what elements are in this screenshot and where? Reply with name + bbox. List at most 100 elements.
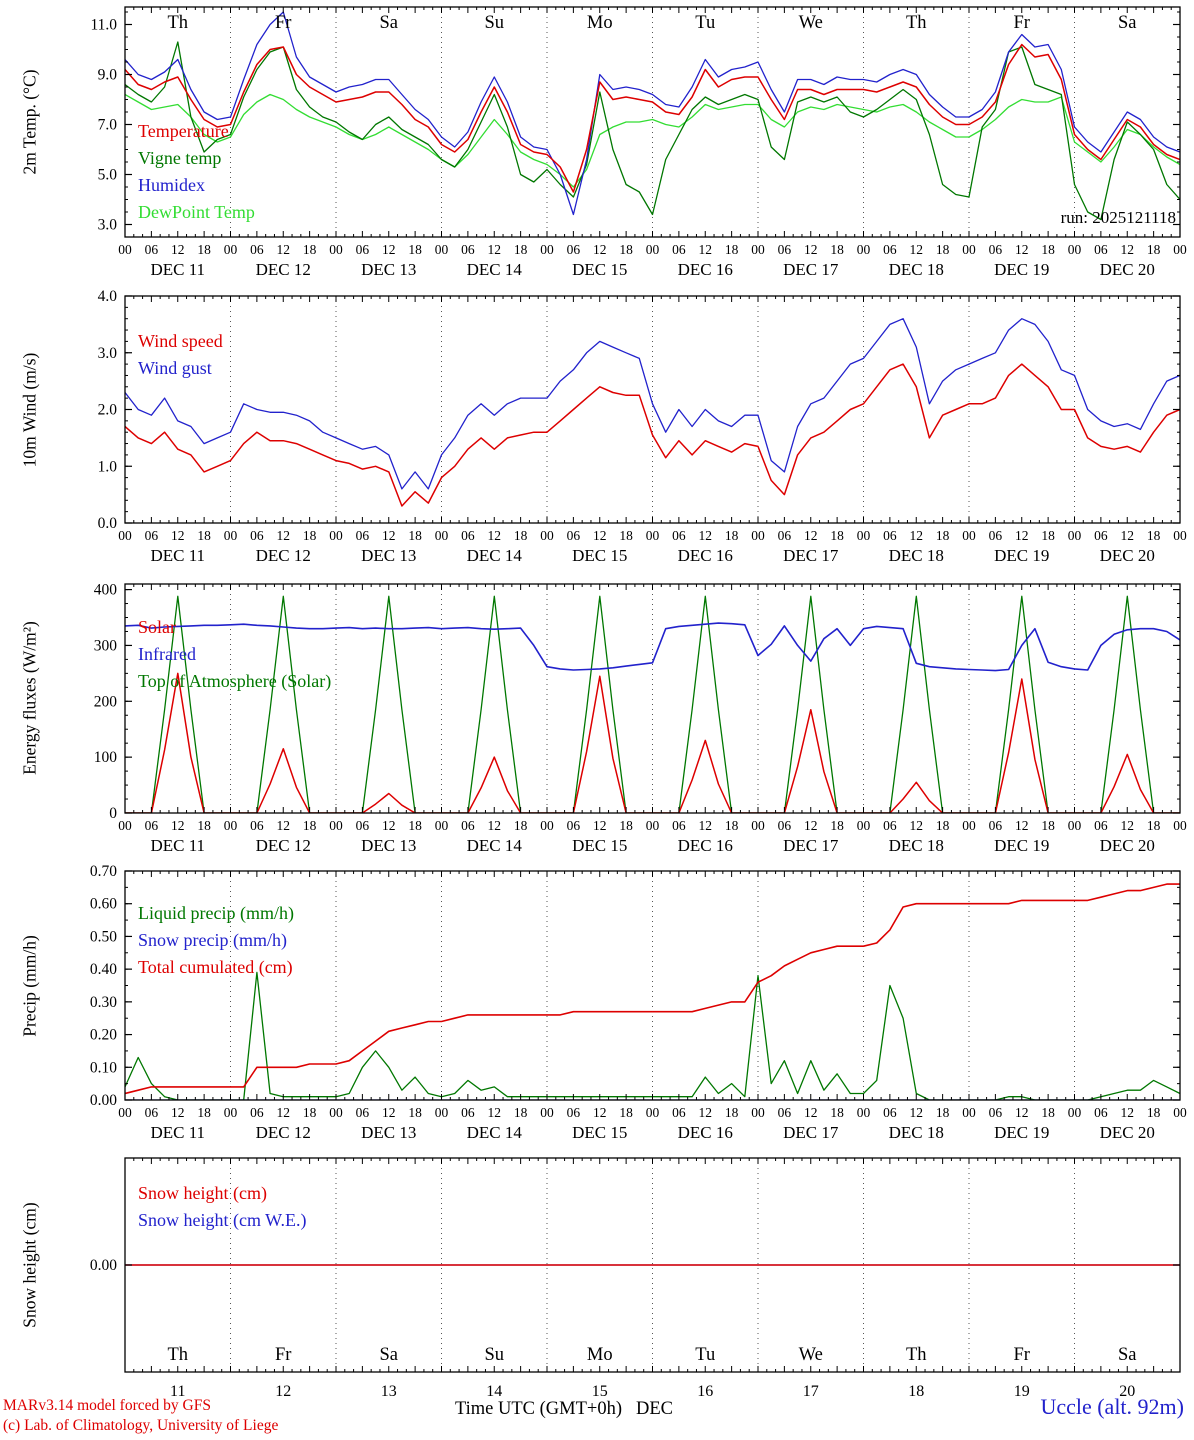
svg-text:06: 06 bbox=[250, 242, 264, 257]
svg-text:00: 00 bbox=[118, 242, 132, 257]
svg-text:00: 00 bbox=[646, 242, 660, 257]
svg-text:00: 00 bbox=[224, 528, 238, 543]
svg-text:12: 12 bbox=[910, 818, 924, 833]
svg-text:13: 13 bbox=[381, 1383, 397, 1400]
svg-text:00: 00 bbox=[962, 528, 976, 543]
svg-text:DEC 16: DEC 16 bbox=[678, 1123, 733, 1142]
svg-text:DEC 19: DEC 19 bbox=[994, 1123, 1049, 1142]
svg-text:DEC 11: DEC 11 bbox=[150, 546, 205, 565]
svg-text:Mo: Mo bbox=[587, 1345, 613, 1365]
svg-text:18: 18 bbox=[303, 528, 317, 543]
svg-text:06: 06 bbox=[250, 1105, 264, 1120]
svg-text:20: 20 bbox=[1119, 1383, 1135, 1400]
svg-text:Su: Su bbox=[484, 1345, 504, 1365]
svg-text:18: 18 bbox=[1147, 242, 1161, 257]
svg-text:00: 00 bbox=[1173, 818, 1187, 833]
svg-text:5.0: 5.0 bbox=[98, 167, 118, 184]
svg-text:12: 12 bbox=[382, 528, 396, 543]
svg-text:DEC 11: DEC 11 bbox=[150, 260, 205, 279]
svg-text:18: 18 bbox=[303, 818, 317, 833]
svg-text:Tu: Tu bbox=[695, 13, 715, 33]
svg-text:DEC 17: DEC 17 bbox=[783, 260, 839, 279]
svg-text:DEC 18: DEC 18 bbox=[889, 836, 944, 855]
y-axis-title-energy: Energy fluxes (W/m²) bbox=[19, 621, 40, 775]
svg-text:12: 12 bbox=[910, 242, 924, 257]
svg-text:DEC 15: DEC 15 bbox=[572, 836, 627, 855]
svg-text:12: 12 bbox=[382, 1105, 396, 1120]
svg-text:12: 12 bbox=[804, 1105, 818, 1120]
svg-text:12: 12 bbox=[1121, 818, 1135, 833]
svg-text:18: 18 bbox=[514, 818, 528, 833]
svg-text:Fr: Fr bbox=[1014, 13, 1030, 33]
svg-text:DEC 20: DEC 20 bbox=[1100, 546, 1155, 565]
svg-text:06: 06 bbox=[356, 528, 370, 543]
svg-text:DEC 17: DEC 17 bbox=[783, 1123, 839, 1142]
svg-text:06: 06 bbox=[461, 818, 475, 833]
svg-text:12: 12 bbox=[277, 528, 291, 543]
svg-text:00: 00 bbox=[435, 528, 449, 543]
svg-text:17: 17 bbox=[803, 1383, 819, 1400]
svg-text:18: 18 bbox=[1041, 528, 1055, 543]
svg-text:18: 18 bbox=[514, 1105, 528, 1120]
svg-text:0.30: 0.30 bbox=[90, 994, 117, 1011]
svg-text:18: 18 bbox=[725, 528, 739, 543]
svg-text:06: 06 bbox=[461, 1105, 475, 1120]
svg-text:00: 00 bbox=[857, 528, 871, 543]
y-axis-title-wind: 10m Wind (m/s) bbox=[19, 352, 40, 468]
svg-text:18: 18 bbox=[936, 242, 950, 257]
x-axis-title: Time UTC (GMT+0h) DEC bbox=[455, 1399, 673, 1420]
svg-text:DEC 16: DEC 16 bbox=[678, 260, 733, 279]
panel-wind: 00 06 12 18 00 06 12 18 00 06 12 18 00 06 12 18 00 06 12 18… bbox=[98, 288, 1187, 565]
month-label: DEC bbox=[636, 1399, 674, 1419]
svg-text:Th: Th bbox=[167, 13, 188, 33]
svg-text:DEC 12: DEC 12 bbox=[256, 836, 311, 855]
snow-legend: Snow height (cm) Snow height (cm W.E.) bbox=[138, 1180, 307, 1234]
svg-text:12: 12 bbox=[699, 1105, 713, 1120]
svg-text:18: 18 bbox=[197, 242, 211, 257]
svg-text:00: 00 bbox=[1173, 1105, 1187, 1120]
svg-text:12: 12 bbox=[699, 818, 713, 833]
svg-text:00: 00 bbox=[1068, 242, 1082, 257]
svg-text:12: 12 bbox=[382, 242, 396, 257]
temperature-line bbox=[125, 43, 1180, 193]
svg-text:18: 18 bbox=[830, 528, 844, 543]
svg-text:200: 200 bbox=[94, 693, 118, 710]
svg-text:06: 06 bbox=[356, 818, 370, 833]
svg-text:00: 00 bbox=[857, 1105, 871, 1120]
svg-text:12: 12 bbox=[1121, 528, 1135, 543]
svg-text:14: 14 bbox=[486, 1383, 502, 1400]
legend-liquid-precip: Liquid precip (mm/h) bbox=[138, 903, 294, 923]
svg-text:DEC 20: DEC 20 bbox=[1100, 260, 1155, 279]
svg-text:18: 18 bbox=[408, 242, 422, 257]
svg-text:06: 06 bbox=[989, 528, 1003, 543]
legend-temperature: Temperature bbox=[138, 121, 229, 141]
svg-text:400: 400 bbox=[94, 582, 118, 599]
svg-text:06: 06 bbox=[461, 242, 475, 257]
svg-text:18: 18 bbox=[303, 242, 317, 257]
svg-text:18: 18 bbox=[1041, 242, 1055, 257]
svg-text:Fr: Fr bbox=[275, 13, 291, 33]
svg-text:06: 06 bbox=[883, 1105, 897, 1120]
legend-dewpoint: DewPoint Temp bbox=[138, 202, 255, 222]
temp-legend: Temperature Vigne temp Humidex DewPoint … bbox=[138, 118, 255, 226]
svg-text:DEC 17: DEC 17 bbox=[783, 546, 839, 565]
legend-snow-precip: Snow precip (mm/h) bbox=[138, 930, 287, 950]
svg-text:Th: Th bbox=[167, 1345, 188, 1365]
svg-text:18: 18 bbox=[514, 242, 528, 257]
svg-text:12: 12 bbox=[910, 528, 924, 543]
svg-text:00: 00 bbox=[962, 242, 976, 257]
svg-text:0.40: 0.40 bbox=[90, 961, 117, 978]
legend-snow-height: Snow height (cm) bbox=[138, 1183, 267, 1203]
svg-text:DEC 14: DEC 14 bbox=[467, 546, 523, 565]
svg-text:18: 18 bbox=[619, 818, 633, 833]
svg-text:06: 06 bbox=[567, 818, 581, 833]
svg-text:DEC 15: DEC 15 bbox=[572, 260, 627, 279]
credit-line-1: MARv3.14 model forced by GFS bbox=[3, 1397, 211, 1414]
svg-text:DEC 19: DEC 19 bbox=[994, 836, 1049, 855]
svg-text:12: 12 bbox=[488, 242, 502, 257]
svg-text:12: 12 bbox=[277, 818, 291, 833]
svg-text:00: 00 bbox=[857, 818, 871, 833]
svg-text:12: 12 bbox=[1015, 528, 1029, 543]
svg-text:12: 12 bbox=[382, 818, 396, 833]
legend-vigne-temp: Vigne temp bbox=[138, 148, 222, 168]
